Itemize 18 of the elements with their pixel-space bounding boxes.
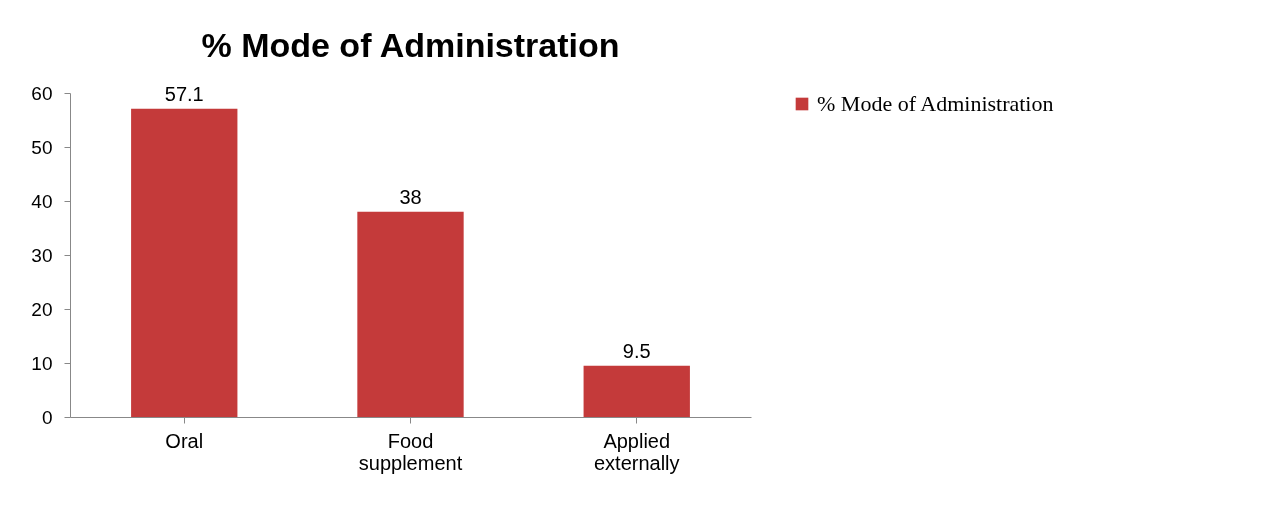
data-label: 9.5 bbox=[622, 339, 651, 362]
y-tick-label: 0 bbox=[41, 406, 53, 428]
chart-title: % Mode of Administration bbox=[201, 26, 620, 64]
bar bbox=[583, 365, 690, 417]
y-tick-label: 30 bbox=[31, 244, 53, 266]
x-tick-label: Food supplement bbox=[358, 429, 463, 474]
x-tick-label: Oral bbox=[165, 429, 204, 452]
x-tick-label: Applied externally bbox=[593, 429, 680, 474]
bar bbox=[357, 211, 464, 417]
y-tick-label: 50 bbox=[31, 136, 53, 158]
y-tick-label: 40 bbox=[31, 190, 53, 212]
data-label: 57.1 bbox=[164, 82, 204, 105]
bar bbox=[131, 108, 238, 417]
data-label: 38 bbox=[399, 185, 422, 208]
y-tick-label: 60 bbox=[31, 82, 53, 104]
y-tick-label: 10 bbox=[31, 352, 53, 374]
legend-label: % Mode of Administration bbox=[817, 91, 1054, 116]
y-tick-label: 20 bbox=[31, 298, 53, 320]
